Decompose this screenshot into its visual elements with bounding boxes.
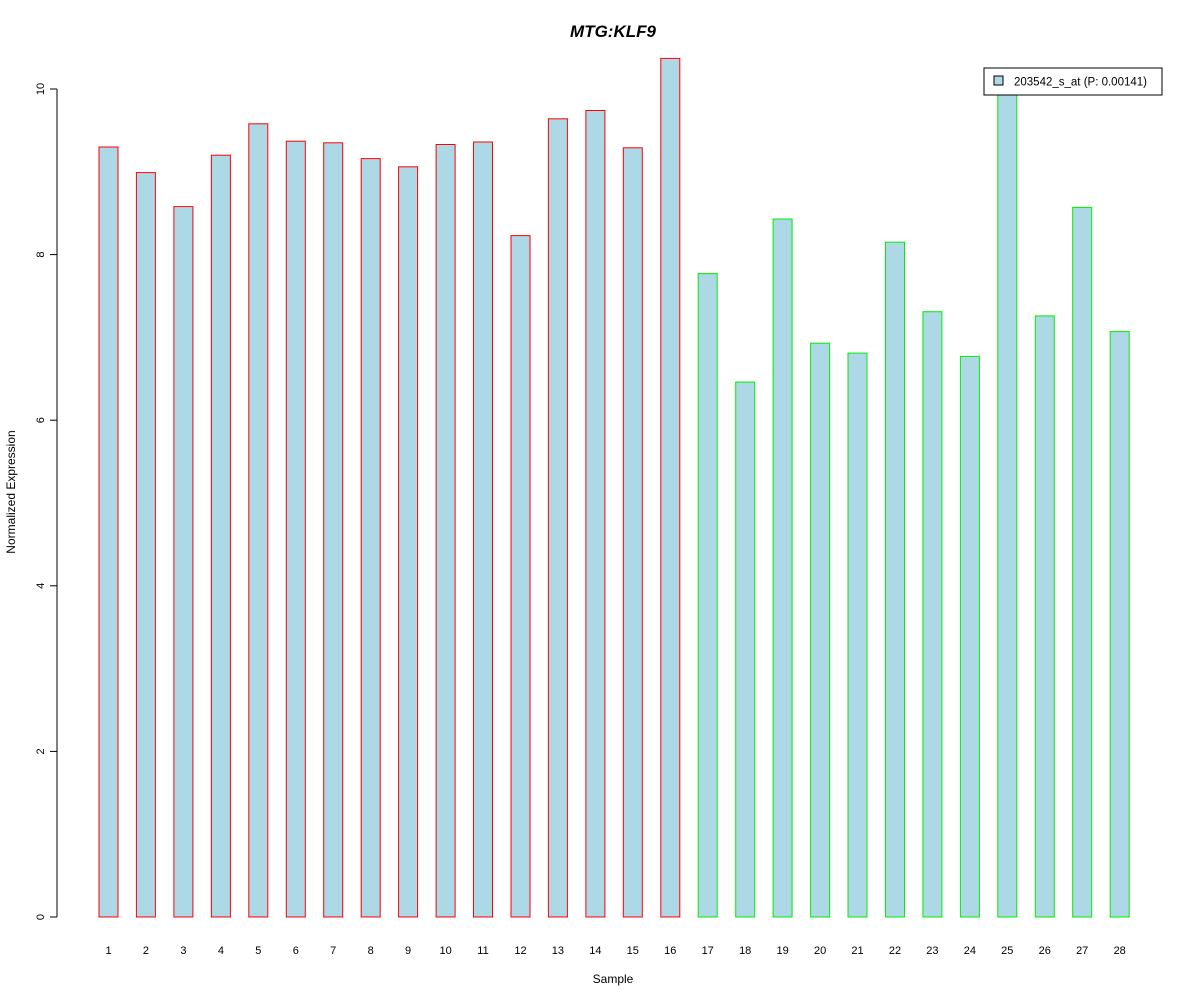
bar-sample-2	[135, 172, 156, 918]
x-tick-label: 15	[627, 945, 639, 957]
x-tick-label: 7	[330, 945, 336, 957]
y-tick-label: 6	[35, 417, 47, 423]
x-tick-label: 13	[552, 945, 564, 957]
x-tick-label: 19	[776, 945, 788, 957]
bars-group	[98, 57, 1130, 918]
x-tick-label: 28	[1114, 945, 1126, 957]
bar-sample-16	[660, 57, 681, 918]
x-tick-label: 9	[405, 945, 411, 957]
bar-sample-12	[510, 235, 531, 918]
bar-sample-1	[98, 146, 119, 918]
x-tick-label: 17	[702, 945, 714, 957]
bar-sample-3	[173, 206, 194, 918]
x-tick-labels: 1 2 3 4 5 6 7 8 9 10 11 12 13 14 15 16 17 18 19 20 21 22 23 24 2…	[105, 945, 1125, 957]
bar-sample-4	[210, 154, 231, 918]
x-tick-label: 8	[368, 945, 374, 957]
bar-sample-7	[323, 142, 344, 918]
chart-title: MTG:KLF9	[570, 22, 656, 41]
x-tick-label: 4	[218, 945, 224, 957]
bar-sample-20	[810, 342, 831, 918]
bar-sample-9	[398, 166, 419, 918]
x-tick-label: 5	[255, 945, 261, 957]
x-tick-label: 16	[664, 945, 676, 957]
x-tick-label: 18	[739, 945, 751, 957]
bar-sample-25	[997, 86, 1018, 918]
bar-sample-28	[1109, 331, 1130, 918]
x-tick-label: 20	[814, 945, 826, 957]
bar-sample-27	[1072, 206, 1093, 918]
x-tick-label: 25	[1001, 945, 1013, 957]
bar-sample-21	[847, 352, 868, 918]
bar-sample-18	[735, 381, 756, 918]
y-tick-label: 8	[35, 252, 47, 258]
bar-sample-13	[547, 118, 568, 918]
y-tick-label: 2	[35, 748, 47, 754]
bar-sample-10	[435, 144, 456, 918]
bar-sample-22	[885, 241, 905, 918]
bar-sample-15	[622, 147, 643, 918]
x-tick-label: 22	[889, 945, 901, 957]
x-tick-label: 10	[439, 945, 451, 957]
legend: 203542_s_at (P: 0.00141)	[983, 67, 1163, 96]
legend-box	[983, 67, 1163, 96]
x-tick-label: 12	[514, 945, 526, 957]
x-tick-label: 6	[293, 945, 299, 957]
bar-sample-23	[922, 311, 943, 918]
bar-sample-8	[360, 158, 381, 918]
x-tick-label: 11	[477, 945, 488, 957]
bar-sample-19	[772, 218, 793, 918]
bar-sample-6	[285, 140, 306, 918]
x-tick-label: 2	[143, 945, 149, 957]
x-tick-label: 24	[964, 945, 976, 957]
y-axis-label: Normalized Expression	[4, 430, 18, 553]
bar-sample-14	[585, 110, 606, 918]
y-axis: 0 2 4 6 8 10	[35, 83, 58, 920]
x-tick-label: 3	[180, 945, 186, 957]
legend-label: 203542_s_at (P: 0.00141)	[1014, 77, 1147, 89]
legend-swatch	[993, 75, 1004, 86]
bar-sample-26	[1034, 315, 1055, 918]
y-tick-label: 0	[35, 914, 47, 920]
y-tick-label: 4	[35, 583, 47, 589]
x-tick-label: 1	[105, 945, 111, 957]
y-tick-label: 10	[35, 83, 47, 95]
x-tick-label: 26	[1039, 945, 1051, 957]
bar-sample-24	[959, 355, 980, 918]
x-tick-label: 14	[589, 945, 601, 957]
x-tick-label: 27	[1076, 945, 1088, 957]
bar-sample-11	[473, 141, 493, 918]
bar-sample-17	[697, 273, 718, 918]
x-axis-label: Sample	[593, 972, 634, 986]
bar-sample-5	[248, 123, 269, 918]
x-tick-label: 23	[926, 945, 938, 957]
x-tick-label: 21	[851, 945, 863, 957]
